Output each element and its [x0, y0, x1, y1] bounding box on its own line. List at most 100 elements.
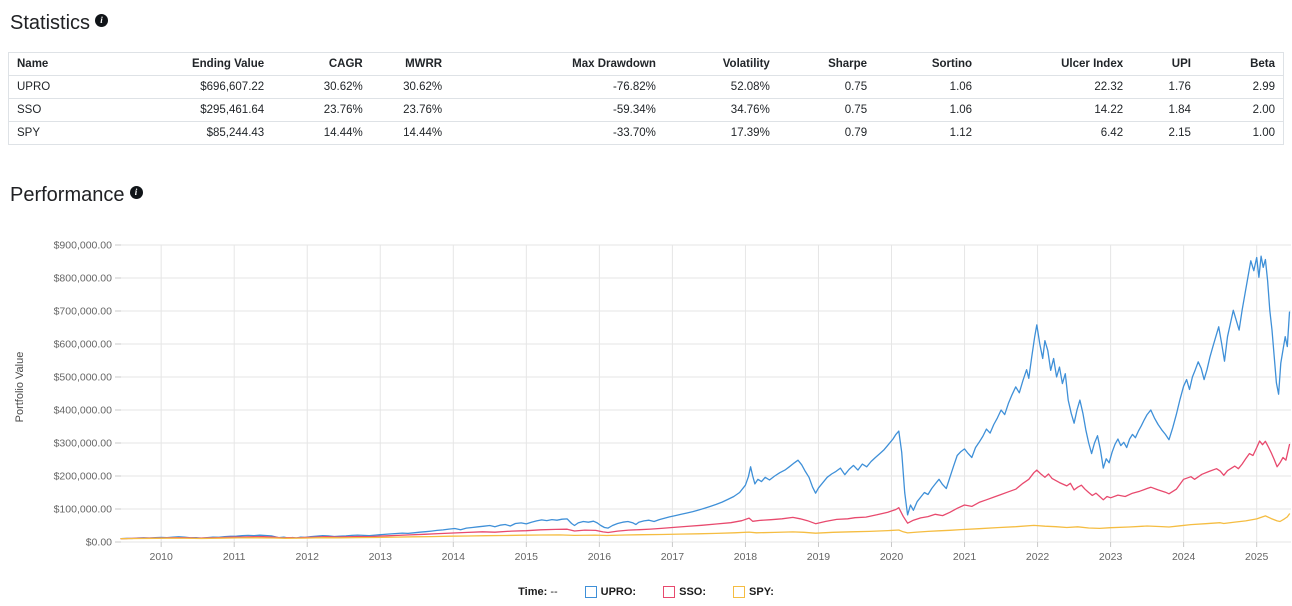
table-cell: -59.34% — [450, 98, 664, 122]
statistics-body: UPRO $696,607.22 30.62% 30.62% -76.82% 52.08%… — [8, 75, 1284, 145]
legend-item-upro[interactable]: UPRO: — [584, 586, 637, 598]
performance-section: Performance i Portfolio Value $0.00 $100,0… — [8, 184, 1291, 598]
y-tick-label: $400,000.00 — [54, 405, 113, 417]
column-header: UPI — [1131, 52, 1199, 76]
x-tick-label: 2010 — [149, 551, 173, 563]
legend-swatch-icon — [733, 586, 746, 598]
table-cell: 1.76 — [1131, 75, 1199, 99]
series-line-UPRO — [120, 255, 1291, 540]
table-cell: 22.32 — [980, 75, 1132, 99]
table-cell: 52.08% — [663, 75, 778, 99]
table-cell: 0.75 — [777, 75, 876, 99]
x-tick-label: 2011 — [223, 551, 246, 563]
table-cell: 30.62% — [370, 75, 451, 99]
table-cell: UPRO — [8, 75, 150, 99]
y-tick-label: $500,000.00 — [54, 372, 113, 384]
column-header: Beta — [1198, 52, 1284, 76]
performance-heading: Performance i — [8, 184, 1284, 207]
table-cell: 2.99 — [1198, 75, 1284, 99]
legend-time-value: -- — [550, 586, 558, 598]
statistics-table: Name Ending Value CAGR MWRR Max Drawdown Vola… — [8, 52, 1284, 145]
column-header: Name — [8, 52, 150, 76]
performance-info-icon[interactable]: i — [129, 186, 143, 199]
table-cell: 14.44% — [272, 121, 371, 145]
x-tick-label: 2020 — [880, 551, 904, 563]
y-axis-title: Portfolio Value — [14, 351, 26, 423]
legend-label: SSO: — [679, 586, 707, 598]
table-cell: -76.82% — [450, 75, 664, 99]
legend-item-spy[interactable]: SPY: — [733, 586, 774, 598]
table-row: UPRO $696,607.22 30.62% 30.62% -76.82% 52.08%… — [8, 75, 1284, 99]
legend-label: SPY: — [749, 586, 774, 598]
column-header: Sharpe — [777, 52, 876, 76]
table-cell: 23.76% — [370, 98, 451, 122]
table-cell: SPY — [8, 121, 150, 145]
x-tick-label: 2015 — [515, 551, 539, 563]
y-tick-label: $300,000.00 — [54, 438, 113, 450]
x-tick-label: 2013 — [369, 551, 393, 563]
performance-chart[interactable]: Portfolio Value $0.00 $100,000.00 $200,000… — [8, 233, 1291, 598]
table-cell: SSO — [8, 98, 150, 122]
table-cell: 1.06 — [875, 75, 981, 99]
column-header: Ulcer Index — [980, 52, 1132, 76]
y-tick-label: $800,000.00 — [54, 273, 113, 285]
table-cell: 1.12 — [875, 121, 981, 145]
statistics-info-icon[interactable]: i — [95, 14, 109, 27]
table-cell: 0.75 — [777, 98, 876, 122]
statistics-header-row: Name Ending Value CAGR MWRR Max Drawdown Vola… — [8, 52, 1284, 76]
x-tick-label: 2025 — [1245, 551, 1269, 563]
table-cell: 1.84 — [1131, 98, 1199, 122]
x-tick-label: 2017 — [661, 551, 685, 563]
legend-label: UPRO: — [600, 586, 637, 598]
column-header: Max Drawdown — [450, 52, 664, 76]
x-tick-label: 2014 — [442, 551, 466, 563]
table-cell: 30.62% — [272, 75, 371, 99]
table-cell: 17.39% — [663, 121, 778, 145]
table-cell: 34.76% — [663, 98, 778, 122]
y-tick-label: $100,000.00 — [54, 504, 113, 516]
performance-title: Performance — [10, 184, 125, 206]
y-tick-label: $600,000.00 — [54, 339, 113, 351]
column-header: Ending Value — [149, 52, 273, 76]
column-header: Volatility — [663, 52, 778, 76]
table-cell: 2.00 — [1198, 98, 1284, 122]
table-cell: 6.42 — [980, 121, 1132, 145]
performance-chart-svg[interactable]: $0.00 $100,000.00 $200,000.00 $300,000.00 $4… — [8, 233, 1292, 573]
chart-legend: Time: -- UPRO: SSO: SPY: — [8, 586, 1284, 598]
x-tick-label: 2012 — [296, 551, 320, 563]
table-cell: $696,607.22 — [149, 75, 273, 99]
column-header: Sortino — [875, 52, 981, 76]
x-tick-label: 2022 — [1026, 551, 1050, 563]
table-cell: 1.06 — [875, 98, 981, 122]
legend-swatch-icon — [663, 586, 676, 598]
table-cell: 0.79 — [777, 121, 876, 145]
y-tick-label: $0.00 — [86, 537, 112, 549]
series-line-SPY — [120, 513, 1291, 540]
statistics-section: Statistics i Name Ending Value CAGR MWRR Max … — [8, 12, 1284, 145]
column-header: CAGR — [272, 52, 371, 76]
series-line-SSO — [120, 440, 1291, 540]
x-tick-label: 2023 — [1099, 551, 1123, 563]
table-cell: $85,244.43 — [149, 121, 273, 145]
column-header: MWRR — [370, 52, 451, 76]
legend-item-sso[interactable]: SSO: — [663, 586, 706, 598]
statistics-heading: Statistics i — [8, 12, 1284, 35]
x-tick-label: 2019 — [807, 551, 831, 563]
table-cell: -33.70% — [450, 121, 664, 145]
table-cell: 2.15 — [1131, 121, 1199, 145]
legend-swatch-icon — [584, 586, 597, 598]
y-tick-label: $900,000.00 — [54, 240, 113, 252]
table-row: SPY $85,244.43 14.44% 14.44% -33.70% 17.39% 0.… — [8, 121, 1284, 145]
table-cell: 1.00 — [1198, 121, 1284, 145]
table-cell: 14.22 — [980, 98, 1132, 122]
y-tick-label: $700,000.00 — [54, 306, 113, 318]
x-tick-label: 2016 — [588, 551, 612, 563]
x-tick-label: 2024 — [1172, 551, 1196, 563]
table-cell: $295,461.64 — [149, 98, 273, 122]
table-cell: 23.76% — [272, 98, 371, 122]
table-cell: 14.44% — [370, 121, 451, 145]
statistics-title: Statistics — [10, 12, 91, 34]
legend-time: Time: -- — [518, 586, 558, 598]
x-tick-label: 2021 — [953, 551, 977, 563]
